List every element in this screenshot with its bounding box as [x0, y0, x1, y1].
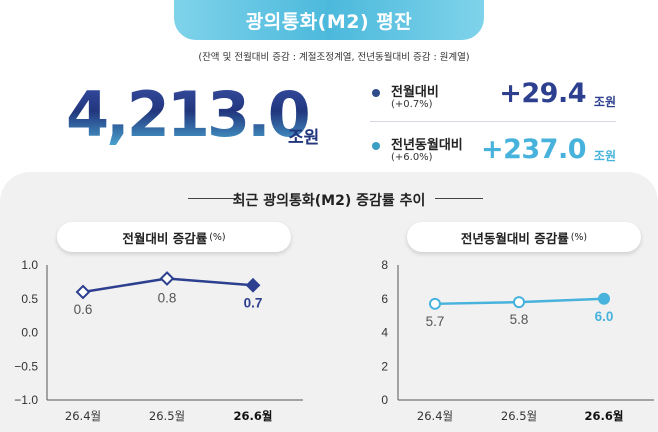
metric-mom: 전월대비 (+0.7%) +29.4 조원 — [370, 78, 616, 122]
yoy-y-tick-label: 8 — [381, 258, 388, 272]
metric-mom-value: +29.4 — [499, 78, 586, 109]
section-divider-left — [188, 198, 236, 199]
metric-mom-label: 전월대비 — [391, 85, 439, 100]
yoy-x-tick-label: 26.4월 — [417, 409, 453, 423]
mom-x-tick-label: 26.6월 — [234, 409, 273, 423]
mom-data-label: 0.7 — [244, 295, 263, 310]
yoy-y-tick-label: 0 — [381, 393, 388, 407]
mom-x-tick-label: 26.5월 — [149, 409, 185, 423]
chart-yoy-title: 전년동월대비 증감률 (%) — [407, 222, 641, 252]
yoy-y-tick-label: 2 — [381, 359, 388, 373]
yoy-data-label: 5.8 — [510, 312, 529, 327]
mom-data-point — [75, 284, 91, 300]
yoy-y-tick-label: 4 — [381, 326, 388, 340]
metric-yoy-label: 전년동월대비 — [391, 138, 463, 153]
metric-yoy-value: +237.0 — [480, 134, 587, 165]
yoy-x-tick-label: 26.6월 — [585, 409, 624, 423]
metric-mom-rate: (+0.7%) — [391, 99, 433, 110]
mom-y-tick-label: 0.0 — [21, 326, 38, 340]
yoy-data-point — [429, 297, 441, 310]
page-subtitle-note: (잔액 및 전월대비 증감 : 계절조정계열, 전년동월대비 증감 : 원계열) — [198, 52, 470, 63]
chart-mom-title: 전월대비 증감률 (%) — [57, 222, 291, 252]
mom-y-tick-label: −1.0 — [14, 393, 38, 407]
metric-yoy-rate: (+6.0%) — [391, 152, 433, 163]
total-balance-unit: 조원 — [288, 128, 320, 148]
metric-yoy-unit: 조원 — [593, 149, 616, 163]
mom-data-point — [159, 271, 175, 286]
yoy-data-point — [513, 296, 525, 309]
mom-data-label: 0.8 — [158, 291, 177, 306]
yoy-data-label: 5.7 — [426, 314, 445, 329]
bullet-dot-icon — [372, 89, 380, 97]
mom-y-tick-label: −0.5 — [14, 359, 38, 373]
metric-mom-unit: 조원 — [593, 95, 616, 109]
section-divider-right — [435, 198, 483, 199]
total-balance-value: 4,213.0 — [66, 78, 311, 151]
chart-yoy-title-unit: (%) — [570, 231, 588, 243]
chart-mom-title-text: 전월대비 증감률 — [122, 230, 208, 246]
chart-mom-title-unit: (%) — [209, 231, 226, 243]
mom-y-tick-label: 0.5 — [21, 292, 38, 306]
yoy-data-point — [598, 292, 610, 305]
yoy-y-tick-label: 6 — [381, 292, 388, 306]
yoy-data-label: 6.0 — [595, 309, 614, 324]
mom-data-point — [245, 277, 261, 293]
mom-x-tick-label: 26.4월 — [65, 409, 101, 423]
mom-data-label: 0.6 — [74, 302, 93, 317]
yoy-x-tick-label: 26.5월 — [501, 409, 537, 423]
metric-yoy: 전년동월대비 (+6.0%) +237.0 조원 — [370, 124, 616, 168]
page-title: 광의통화(M2) 평잔 — [174, 0, 484, 40]
chart-yoy-title-text: 전년동월대비 증감률 — [460, 230, 569, 246]
bullet-dot-icon — [372, 142, 380, 150]
mom-y-tick-label: 1.0 — [21, 258, 38, 272]
section-title: 최근 광의통화(M2) 증감률 추이 — [232, 193, 426, 209]
